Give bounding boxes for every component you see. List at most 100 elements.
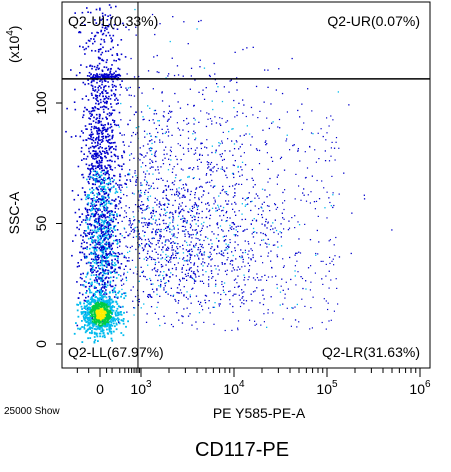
event-dot <box>101 147 103 149</box>
event-dot <box>104 128 107 131</box>
event-dot <box>168 247 170 250</box>
event-dot <box>101 189 104 192</box>
event-dot <box>106 284 109 287</box>
event-dot <box>122 334 125 337</box>
event-dot <box>101 328 104 330</box>
event-dot <box>337 303 339 305</box>
event-dot <box>169 188 172 191</box>
event-dot <box>238 210 240 212</box>
event-dot <box>104 316 107 319</box>
event-dot <box>178 211 180 213</box>
event-dot <box>328 320 330 322</box>
event-dot <box>171 188 174 191</box>
event-dot <box>156 271 158 273</box>
event-dot <box>191 210 194 212</box>
event-dot <box>100 165 103 167</box>
event-dot <box>107 233 110 235</box>
event-dot <box>267 252 270 254</box>
x-axis-title: PE Y585-PE-A <box>213 405 306 421</box>
event-dot <box>222 252 225 254</box>
event-dot <box>199 243 201 245</box>
event-dot <box>98 234 100 237</box>
event-dot <box>85 196 88 198</box>
event-dot <box>88 71 91 74</box>
event-dot <box>297 148 299 150</box>
event-dot <box>104 173 107 176</box>
event-dot <box>99 129 101 132</box>
event-dot <box>208 210 210 213</box>
event-dot <box>99 93 101 95</box>
event-dot <box>218 240 220 242</box>
event-dot <box>115 255 118 257</box>
event-dot <box>98 257 100 259</box>
event-dot <box>148 222 150 224</box>
event-dot <box>116 54 119 56</box>
event-dot <box>96 332 98 335</box>
event-dot <box>240 155 242 157</box>
event-dot <box>97 122 99 124</box>
event-dot <box>105 102 108 105</box>
event-dot <box>73 332 76 335</box>
event-dot <box>212 306 214 308</box>
event-dot <box>90 110 92 113</box>
event-dot <box>115 218 117 221</box>
event-dot <box>95 332 97 335</box>
event-dot <box>170 323 173 326</box>
event-dot <box>166 206 169 208</box>
event-dot <box>178 187 180 189</box>
event-dot <box>96 316 98 319</box>
event-dot <box>276 241 279 243</box>
event-dot <box>198 197 200 199</box>
event-dot <box>138 236 141 238</box>
event-dot <box>83 326 85 328</box>
event-dot <box>156 288 158 290</box>
event-dot <box>99 9 101 11</box>
event-dot <box>235 234 237 236</box>
event-dot <box>207 256 209 258</box>
event-dot <box>127 251 129 254</box>
event-dot <box>131 259 134 261</box>
event-dot <box>138 75 140 78</box>
event-dot <box>231 270 233 272</box>
event-dot <box>278 118 281 121</box>
event-dot <box>241 161 244 163</box>
event-dot <box>164 212 167 214</box>
event-dot <box>112 279 115 282</box>
event-dot <box>193 219 196 221</box>
event-dot <box>220 155 222 158</box>
event-dot <box>138 86 140 89</box>
event-dot <box>243 104 245 106</box>
event-dot <box>115 310 118 312</box>
x-tick-label: 0 <box>96 381 104 397</box>
event-dot <box>89 175 92 178</box>
event-dot <box>197 300 200 303</box>
event-dot <box>111 247 113 250</box>
event-dot <box>105 242 107 245</box>
event-dot <box>90 81 93 84</box>
event-dot <box>109 251 111 253</box>
event-dot <box>331 175 333 177</box>
event-dot <box>71 254 73 257</box>
event-dot <box>118 322 121 325</box>
event-dot <box>266 243 268 245</box>
event-dot <box>115 89 117 91</box>
event-dot <box>215 237 218 240</box>
event-dot <box>197 249 199 251</box>
event-dot <box>84 311 87 313</box>
event-dot <box>255 148 258 150</box>
event-dot <box>101 136 103 138</box>
event-dot <box>105 136 108 138</box>
event-dot <box>187 122 190 124</box>
event-dot <box>98 193 101 195</box>
event-dot <box>99 276 101 279</box>
event-dot <box>91 213 94 215</box>
event-dot <box>273 231 275 234</box>
event-dot <box>145 184 148 186</box>
event-dot <box>248 309 250 311</box>
event-dot <box>272 312 274 314</box>
event-dot <box>97 298 100 301</box>
event-dot <box>104 90 107 92</box>
event-dot <box>180 168 183 170</box>
event-dot <box>94 214 97 216</box>
event-dot <box>107 196 110 198</box>
